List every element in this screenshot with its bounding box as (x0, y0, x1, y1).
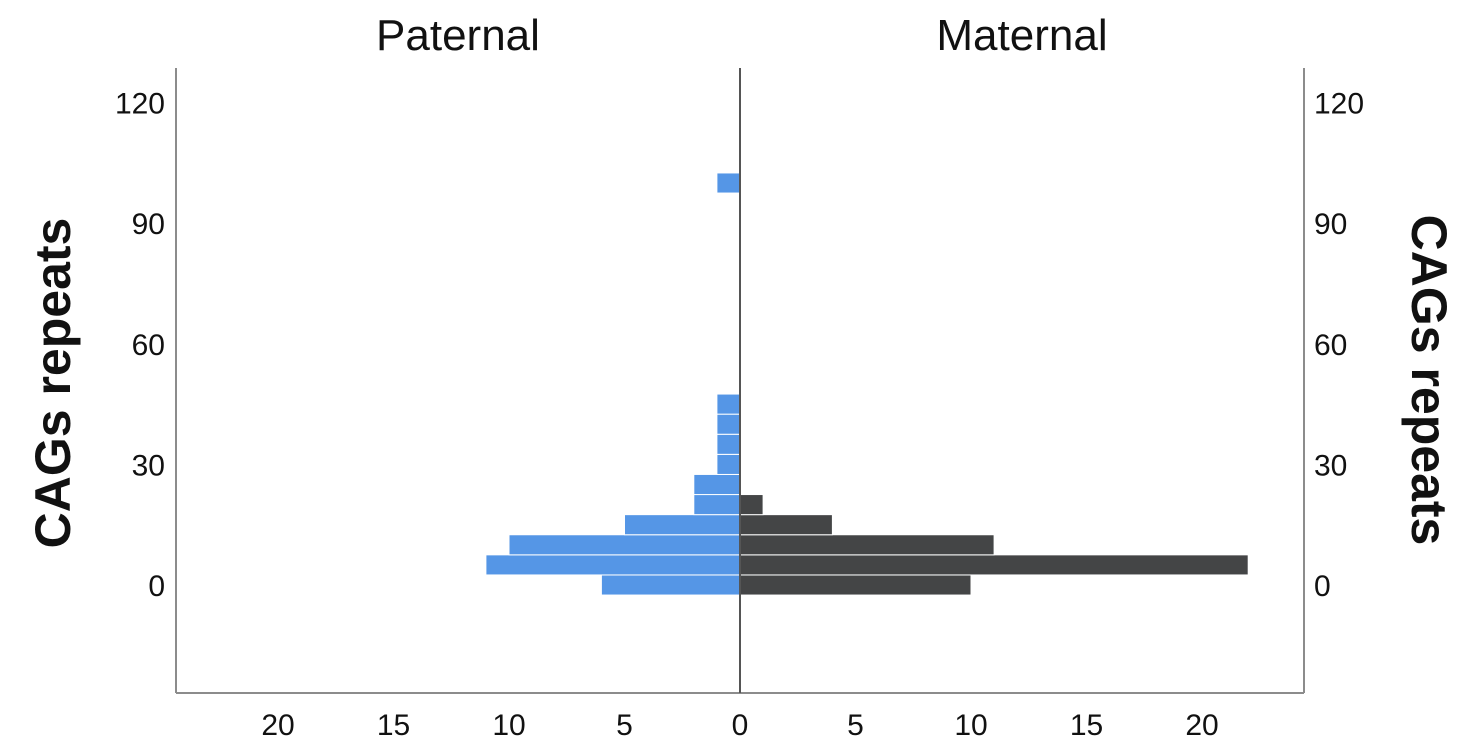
left-panel-title: Paternal (376, 11, 540, 60)
x-tick-label-7: 15 (1070, 709, 1103, 741)
right-y-axis-title: CAGs repeats (1401, 215, 1457, 546)
left-y-tick-label-1: 30 (132, 449, 165, 482)
paternal-bar-8 (716, 413, 741, 435)
x-tick-label-6: 10 (954, 709, 987, 741)
left-y-tick-label-4: 120 (115, 88, 165, 121)
right-y-tick-label-3: 90 (1314, 208, 1347, 241)
left-y-axis-title: CAGs repeats (25, 218, 81, 549)
x-tick-label-3: 5 (616, 709, 633, 741)
left-y-tick-label-3: 90 (132, 208, 165, 241)
maternal-bar-2 (739, 534, 995, 556)
x-tick-label-0: 20 (261, 709, 294, 741)
x-tick-label-4: 0 (732, 709, 749, 741)
paternal-bar-4 (693, 494, 741, 516)
left-y-tick-label-2: 60 (132, 329, 165, 362)
paternal-bar-0 (600, 574, 741, 596)
paternal-bar-7 (716, 433, 741, 455)
right-y-tick-label-0: 0 (1314, 570, 1331, 603)
right-y-tick-label-1: 30 (1314, 449, 1347, 482)
left-y-tick-label-0: 0 (148, 570, 165, 603)
x-tick-label-2: 10 (492, 709, 525, 741)
ticks-group: 0 0 30 30 60 60 90 90 120 120 20 15 10 5 0 5 10 15 20 (115, 88, 1364, 741)
x-tick-label-1: 15 (377, 709, 410, 741)
bars-group (485, 172, 1249, 596)
maternal-bar-3 (739, 514, 833, 536)
paternal-bar-9 (716, 393, 741, 415)
paternal-bar-10 (716, 172, 741, 194)
x-tick-label-5: 5 (847, 709, 864, 741)
paternal-bar-3 (624, 514, 741, 536)
maternal-bar-0 (739, 574, 972, 596)
right-y-tick-label-4: 120 (1314, 88, 1364, 121)
paternal-bar-5 (693, 473, 741, 496)
maternal-bar-4 (739, 494, 764, 516)
x-tick-label-8: 20 (1185, 709, 1218, 741)
paternal-bar-6 (716, 453, 741, 475)
right-panel-title: Maternal (936, 11, 1107, 60)
maternal-bar-1 (739, 554, 1249, 576)
right-y-tick-label-2: 60 (1314, 329, 1347, 362)
paternal-bar-2 (508, 534, 741, 556)
paternal-bar-1 (485, 554, 741, 576)
